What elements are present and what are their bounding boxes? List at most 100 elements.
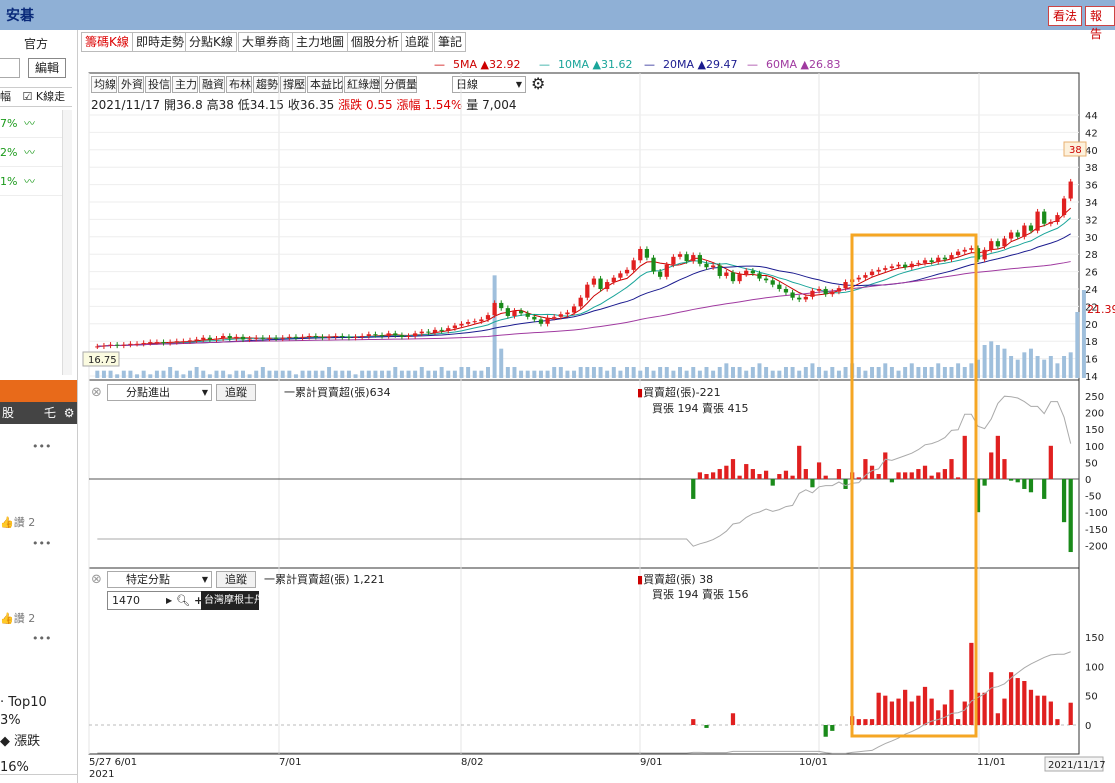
tab-7[interactable]: 筆記	[434, 32, 467, 52]
panel2-select[interactable]: 特定分點 ▼	[107, 571, 212, 588]
close-icon[interactable]: ⊗	[91, 385, 102, 400]
like-count[interactable]: 👍讚 2	[0, 612, 36, 625]
toolbar-button-5[interactable]: 布林	[226, 76, 252, 93]
volume-bar	[1015, 359, 1020, 378]
candle-body	[353, 336, 358, 338]
toolbar-button-3[interactable]: 主力	[172, 76, 198, 93]
view-button[interactable]: 看法	[1048, 6, 1083, 26]
price-tick-label: 22	[1085, 302, 1098, 313]
candle-body	[982, 249, 987, 260]
panel1-track-button[interactable]: 追蹤	[216, 384, 256, 401]
candle-body	[485, 315, 491, 320]
chevron-down-icon: ▼	[201, 388, 208, 397]
panel2-bar	[1008, 672, 1014, 725]
candle-body	[413, 333, 418, 336]
candle-body	[611, 277, 616, 283]
panel2-bar	[989, 672, 994, 725]
volume-bar	[426, 370, 431, 378]
toolbar-button-6[interactable]: 趨勢	[253, 76, 279, 93]
more-icon[interactable]: •••	[32, 440, 52, 453]
ma-line-20	[97, 233, 1071, 347]
gear-icon[interactable]: ⚙	[531, 74, 546, 93]
close-icon[interactable]: ⊗	[91, 572, 102, 587]
tab-6[interactable]: 追蹤	[401, 32, 434, 52]
tab-5[interactable]: 個股分析	[347, 32, 404, 52]
panel1-bar	[1008, 479, 1014, 481]
toolbar-button-4[interactable]: 融資	[199, 76, 225, 93]
play-icon[interactable]: ▶	[166, 596, 173, 605]
panel1-bar	[883, 452, 888, 479]
tab-3[interactable]: 大單券商	[238, 32, 295, 52]
panel2-bar	[1015, 678, 1020, 725]
sidebar-scrollbar[interactable]	[62, 110, 72, 375]
volume-bar	[227, 374, 232, 378]
volume-bar	[254, 370, 259, 378]
edit-button[interactable]: 編輯	[28, 58, 66, 78]
panel2-bar	[1068, 702, 1073, 725]
candle-body	[439, 329, 444, 331]
candle-body	[989, 241, 994, 250]
like-count[interactable]: 👍讚 2	[0, 516, 36, 529]
panel2-track-button[interactable]: 追蹤	[216, 571, 256, 588]
candle-body	[459, 323, 464, 326]
volume-bar	[154, 370, 159, 378]
volume-bar	[684, 370, 689, 378]
volume-bar	[863, 370, 868, 378]
collapse-icon[interactable]: 乇	[43, 406, 56, 420]
volume-bar	[141, 370, 146, 378]
candle-body	[571, 306, 577, 313]
candle-body	[949, 255, 954, 260]
volume-bar	[419, 367, 424, 378]
volume-bar	[711, 370, 716, 378]
candle-body	[651, 257, 656, 272]
toolbar-button-10[interactable]: 分價量	[381, 76, 417, 93]
more-icon[interactable]: •••	[32, 537, 52, 550]
toolbar-button-7[interactable]: 撐壓	[280, 76, 306, 93]
tab-4[interactable]: 主力地圖	[292, 32, 349, 52]
candle-body	[366, 334, 371, 336]
panel1-tick-label: -150	[1085, 525, 1108, 536]
candle-body	[95, 346, 100, 348]
period-select[interactable]: 日線 ▼	[452, 76, 526, 93]
toolbar-button-1[interactable]: 外資	[118, 76, 144, 93]
panel2-detail: 買張 194 賣張 156	[652, 588, 749, 601]
toolbar-button-9[interactable]: 紅綠燈	[344, 76, 380, 93]
candle-body	[472, 321, 477, 323]
candle-body	[518, 310, 524, 314]
list-item[interactable]: 7% 〰	[0, 110, 72, 138]
panel2-tick-label: 100	[1085, 662, 1104, 673]
toolbar-button-0[interactable]: 均線	[91, 76, 117, 93]
volume-bar	[532, 370, 537, 378]
add-icon[interactable]: +	[194, 594, 204, 607]
sidebar-select[interactable]	[0, 58, 20, 78]
candle-body	[148, 342, 153, 344]
sidebar-hscrollbar[interactable]	[0, 774, 77, 783]
candle-body	[1068, 181, 1073, 199]
more-icon[interactable]: •••	[32, 632, 52, 645]
report-button[interactable]: 報告	[1085, 6, 1115, 41]
stock-chart[interactable]: 1416182022242628303234363840424425020015…	[79, 30, 1115, 783]
candle-body	[254, 337, 259, 339]
list-item[interactable]: 1% 〰	[0, 168, 72, 196]
gear-icon[interactable]: ⚙	[63, 406, 75, 420]
search-icon[interactable]: 🔍︎	[176, 594, 190, 607]
tab-0[interactable]: 籌碼K線	[81, 32, 133, 52]
checkbox-icon[interactable]: ☑	[22, 90, 33, 103]
toolbar-button-2[interactable]: 投信	[145, 76, 171, 93]
list-item[interactable]: 2% 〰	[0, 139, 72, 167]
x-tick-label: 2021	[89, 769, 114, 780]
candle-body	[320, 336, 325, 338]
tab-2[interactable]: 分點K線	[185, 32, 237, 52]
candle-body	[638, 248, 643, 261]
candle-body	[340, 335, 345, 337]
broker-name: 台灣摩根士丹	[201, 591, 259, 610]
left-sidebar: 官方 編輯 幅 ☑ K線走 7% 〰 2% 〰 1% 〰 股 乇 ⚙ ••• 👍讚 2…	[0, 30, 78, 783]
panel1-bar	[790, 475, 795, 479]
candle-body	[227, 335, 232, 339]
candle-body	[181, 341, 186, 343]
candle-body	[300, 336, 305, 338]
broker-code-input[interactable]: 1470	[112, 594, 140, 607]
toolbar-button-8[interactable]: 本益比	[307, 76, 343, 93]
candle-body	[757, 273, 762, 279]
panel1-select[interactable]: 分點進出 ▼	[107, 384, 212, 401]
